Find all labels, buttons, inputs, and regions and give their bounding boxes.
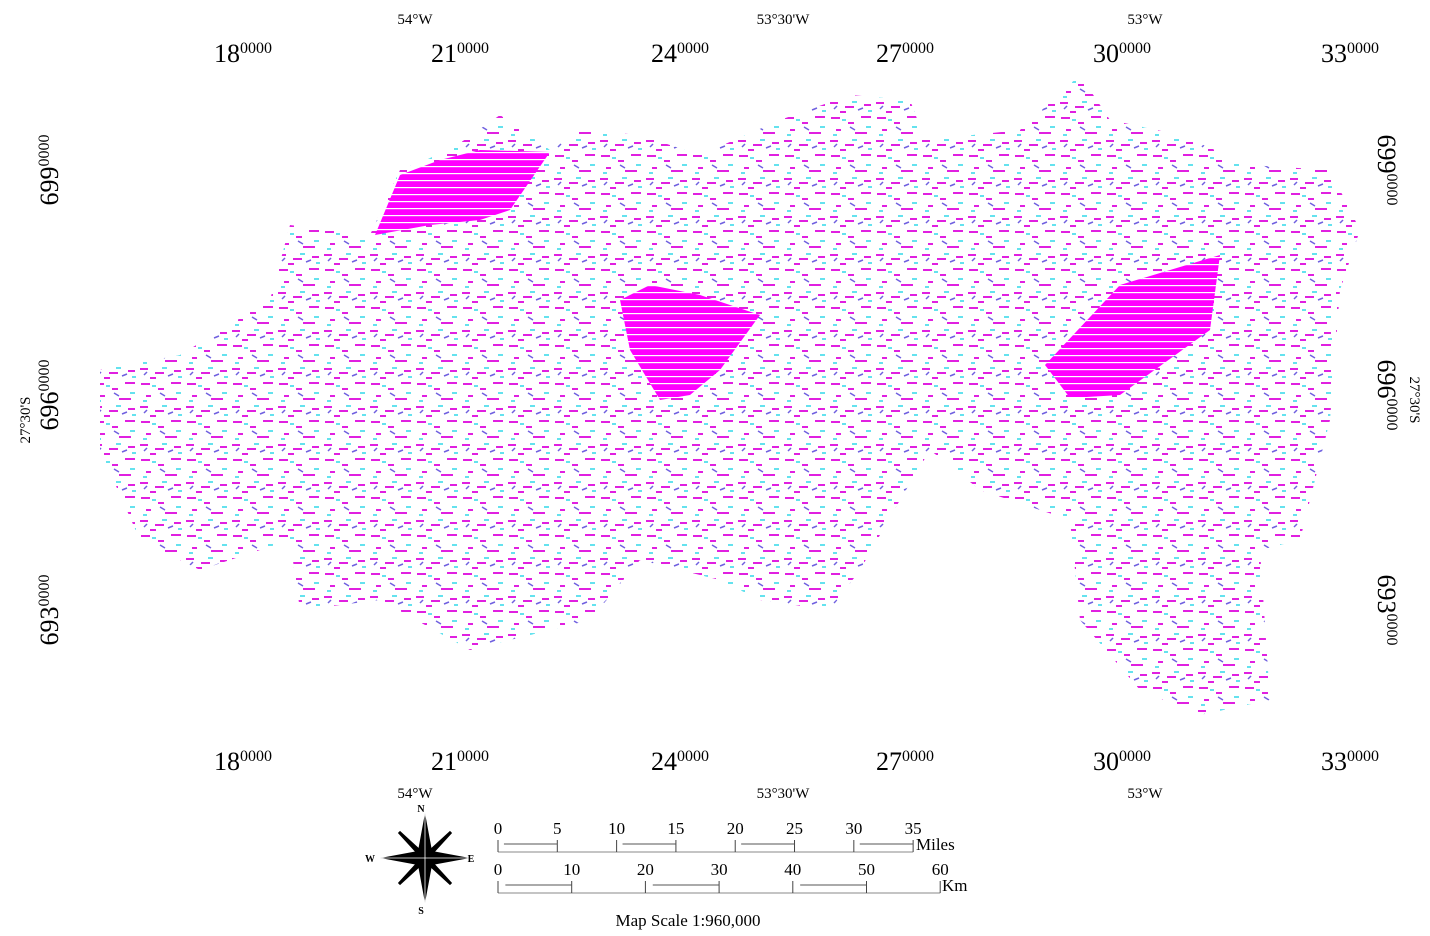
scale-label: 20: [637, 860, 654, 879]
compass-letter: S: [418, 906, 424, 917]
compass-letter: E: [468, 854, 475, 865]
northing-label-minor: 0000: [36, 575, 53, 607]
longitude-label: 54°W: [397, 12, 433, 28]
scale-label: 25: [786, 819, 803, 838]
scale-label: 5: [553, 819, 562, 838]
easting-label-major: 33: [1321, 39, 1347, 68]
easting-label-major: 24: [651, 747, 677, 776]
easting-label-minor: 0000: [902, 748, 934, 765]
compass-letter: W: [365, 854, 375, 865]
northing-label-major: 693: [35, 607, 64, 646]
easting-label-major: 18: [214, 747, 240, 776]
northing-label: 6990000: [35, 135, 64, 206]
northing-label-minor: 0000: [1383, 174, 1400, 206]
easting-label-major: 33: [1321, 747, 1347, 776]
map-figure: 1800001800002100002100002400002400002700…: [0, 0, 1430, 936]
easting-label: 300000: [1093, 39, 1151, 68]
easting-label: 210000: [431, 39, 489, 68]
northing-label: 6990000: [1372, 135, 1401, 206]
longitude-label: 53°W: [1127, 12, 1163, 28]
easting-label: 330000: [1321, 747, 1379, 776]
easting-label-minor: 0000: [1347, 748, 1379, 765]
region: [100, 75, 1360, 715]
scale-label: 10: [563, 860, 580, 879]
scale-label: 40: [784, 860, 801, 879]
longitude-label: 54°W: [397, 786, 433, 802]
longitude-label: 53°30'W: [757, 786, 811, 802]
easting-label-minor: 0000: [902, 40, 934, 57]
easting-label-minor: 0000: [677, 40, 709, 57]
map-area: [100, 75, 1360, 715]
scale-unit: Km: [942, 876, 968, 895]
easting-label-minor: 0000: [677, 748, 709, 765]
easting-label: 180000: [214, 747, 272, 776]
easting-label: 270000: [876, 747, 934, 776]
easting-label-minor: 0000: [457, 748, 489, 765]
scale-label: 30: [845, 819, 862, 838]
northing-label-minor: 0000: [1383, 614, 1400, 646]
northing-label-major: 696: [35, 392, 64, 431]
northing-label-major: 699: [1372, 135, 1401, 174]
easting-label-minor: 0000: [1119, 40, 1151, 57]
easting-label-major: 27: [876, 39, 902, 68]
easting-label: 210000: [431, 747, 489, 776]
easting-label: 180000: [214, 39, 272, 68]
easting-label-major: 30: [1093, 747, 1119, 776]
northing-label: 6960000: [1372, 360, 1401, 431]
northing-label-major: 693: [1372, 575, 1401, 614]
northing-label-major: 696: [1372, 360, 1401, 399]
scale-label: 0: [494, 819, 503, 838]
northing-label: 6930000: [35, 575, 64, 646]
compass-letter: N: [417, 804, 425, 815]
longitude-label: 53°30'W: [757, 12, 811, 28]
easting-label-minor: 0000: [1119, 748, 1151, 765]
easting-label-minor: 0000: [240, 748, 272, 765]
scale-label: 30: [711, 860, 728, 879]
easting-label-minor: 0000: [1347, 40, 1379, 57]
scale-label: 20: [727, 819, 744, 838]
easting-label-major: 30: [1093, 39, 1119, 68]
easting-label-major: 18: [214, 39, 240, 68]
easting-label: 240000: [651, 747, 709, 776]
scale-unit: Miles: [916, 835, 955, 854]
northing-label: 6930000: [1372, 575, 1401, 646]
northing-label-minor: 0000: [1383, 399, 1400, 431]
easting-label-major: 21: [431, 39, 457, 68]
scale-label: 15: [667, 819, 684, 838]
northing-label-minor: 0000: [36, 360, 53, 392]
scale-label: 0: [494, 860, 503, 879]
easting-label-minor: 0000: [457, 40, 489, 57]
northing-label-major: 699: [35, 167, 64, 206]
easting-label: 300000: [1093, 747, 1151, 776]
easting-label-major: 21: [431, 747, 457, 776]
easting-label: 240000: [651, 39, 709, 68]
scale-label: 50: [858, 860, 875, 879]
latitude-label: 27°30'S: [1406, 376, 1422, 423]
compass-rose: [380, 813, 470, 903]
scale-text: Map Scale 1:960,000: [616, 911, 761, 930]
scale-label: 10: [608, 819, 625, 838]
easting-label: 330000: [1321, 39, 1379, 68]
latitude-label: 27°30'S: [18, 396, 34, 443]
easting-label-major: 24: [651, 39, 677, 68]
easting-label-minor: 0000: [240, 40, 272, 57]
northing-label-minor: 0000: [36, 135, 53, 167]
easting-label: 270000: [876, 39, 934, 68]
longitude-label: 53°W: [1127, 786, 1163, 802]
easting-label-major: 27: [876, 747, 902, 776]
northing-label: 6960000: [35, 360, 64, 431]
